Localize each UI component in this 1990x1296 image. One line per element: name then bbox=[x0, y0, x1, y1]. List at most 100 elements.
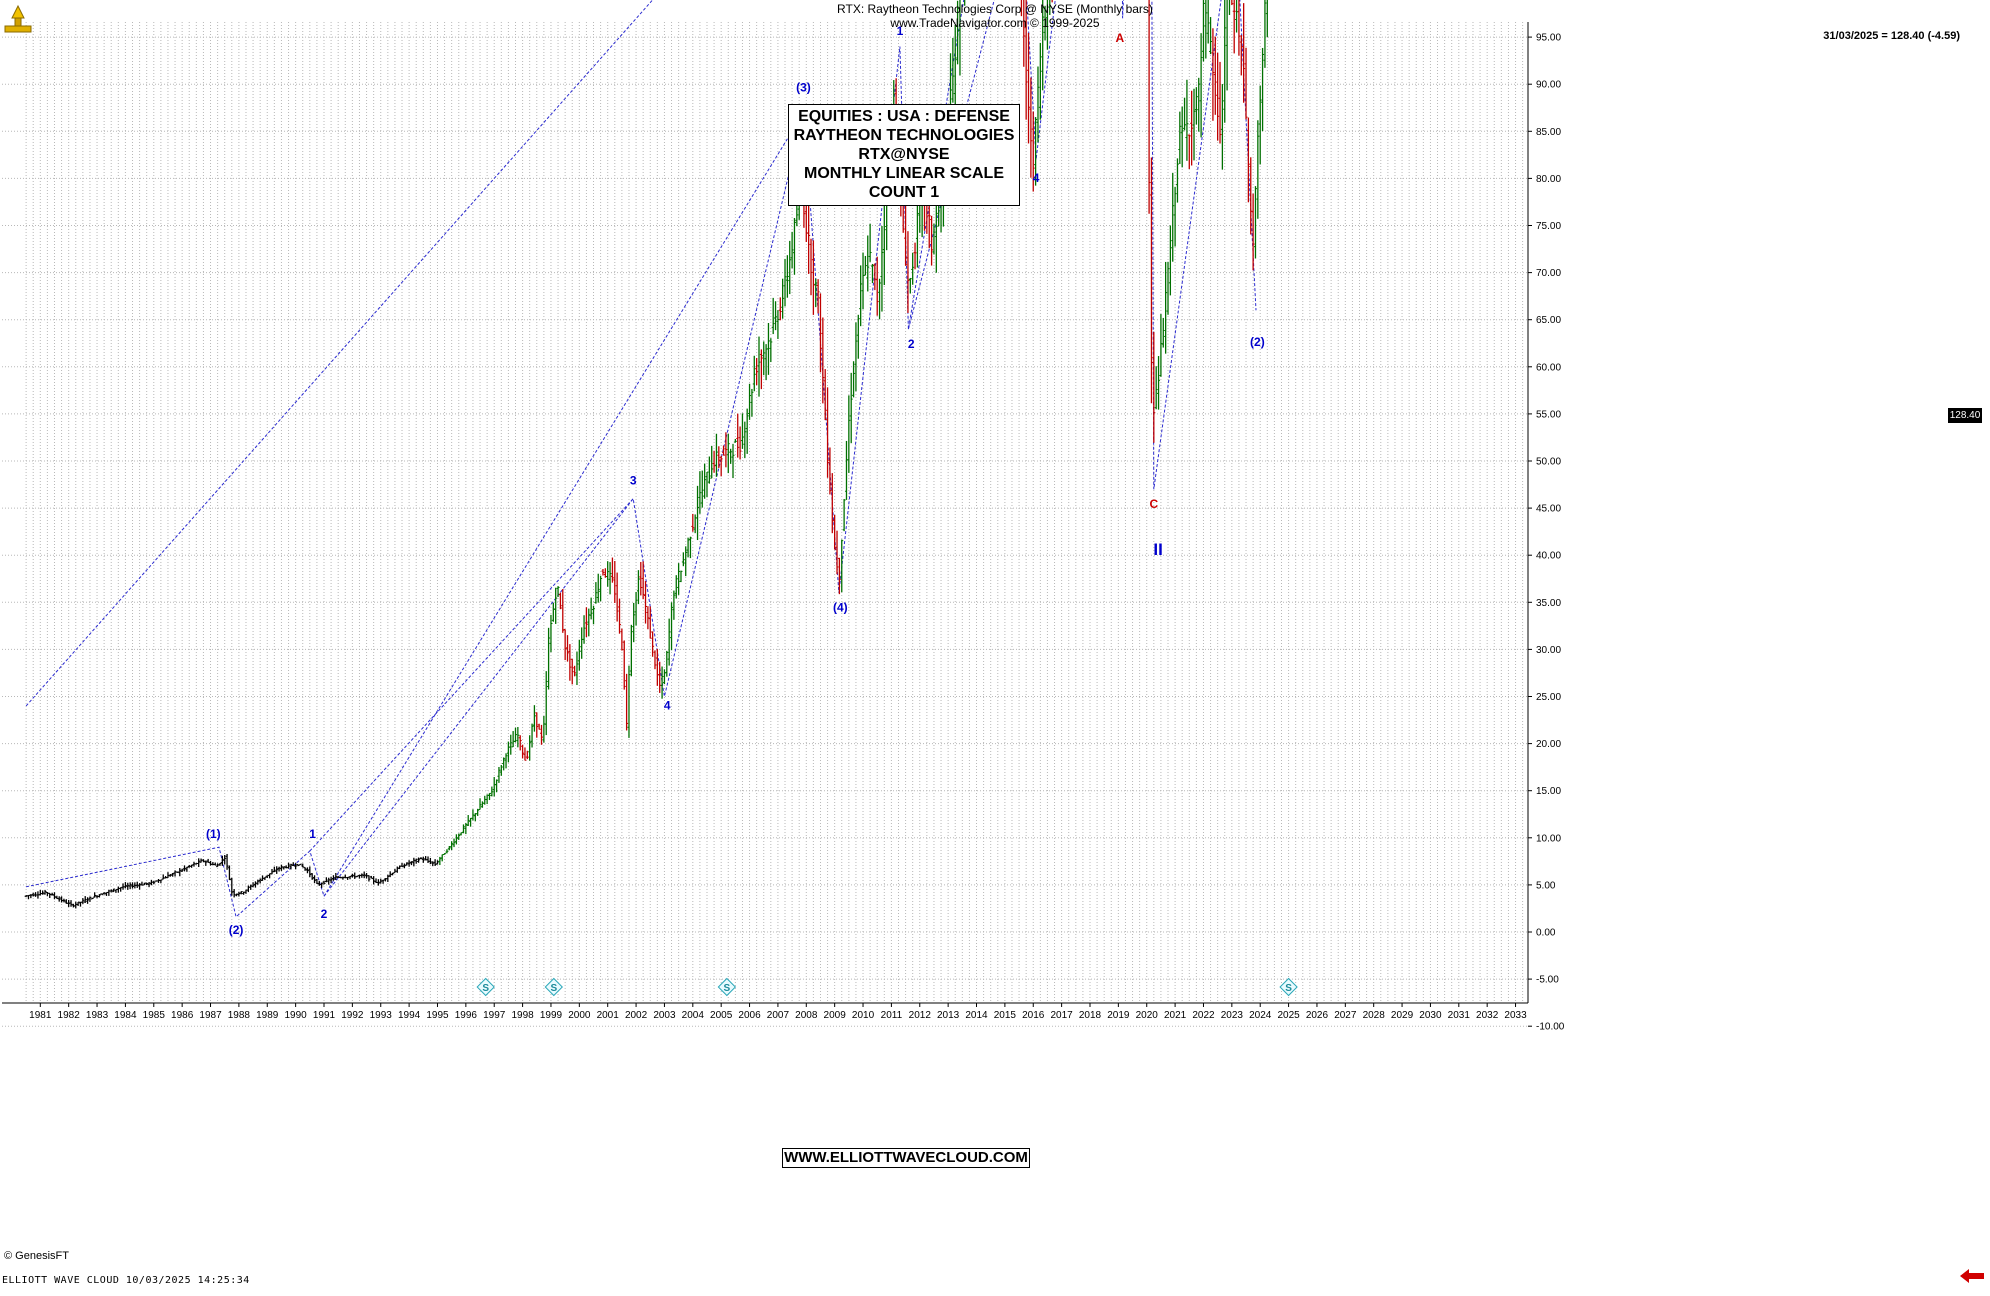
x-tick-label: 2018 bbox=[1079, 1010, 1102, 1021]
info-line-ticker: RTX@NYSE bbox=[858, 146, 950, 163]
x-tick-label: 2033 bbox=[1504, 1010, 1527, 1021]
wave-count-lines bbox=[25, 0, 1257, 918]
x-tick-label: 2031 bbox=[1448, 1010, 1471, 1021]
x-tick-label: 2019 bbox=[1107, 1010, 1130, 1021]
info-line-scale: MONTHLY LINEAR SCALE bbox=[803, 165, 1004, 182]
x-tick-label: 2011 bbox=[881, 1010, 903, 1021]
info-line-company: RAYTHEON TECHNOLOGIES bbox=[793, 127, 1015, 144]
footer-status: ELLIOTT WAVE CLOUD 10/03/2025 14:25:34 bbox=[2, 1275, 250, 1286]
last-quote-readout: 31/03/2025 = 128.40 (-4.59) bbox=[1823, 30, 1960, 42]
event-marker-label: S bbox=[550, 983, 557, 994]
event-marker-diamond bbox=[476, 977, 495, 997]
y-tick-label: 10.00 bbox=[1536, 833, 1561, 844]
y-tick-label: 60.00 bbox=[1536, 362, 1561, 373]
y-tick-label: 20.00 bbox=[1536, 739, 1561, 750]
wave-label: 2 bbox=[908, 337, 915, 351]
y-tick-label: 95.00 bbox=[1536, 33, 1561, 44]
x-tick-label: 2016 bbox=[1022, 1010, 1045, 1021]
x-tick-label: 1999 bbox=[540, 1010, 563, 1021]
x-tick-label: 2028 bbox=[1363, 1010, 1386, 1021]
last-price-tag: 128.40 bbox=[1948, 408, 1982, 423]
x-tick-label: 2026 bbox=[1306, 1010, 1329, 1021]
x-tick-label: 2009 bbox=[824, 1010, 847, 1021]
wave-label: 4 bbox=[1033, 171, 1040, 185]
wave-label: (2) bbox=[229, 923, 244, 937]
event-marker-diamond bbox=[1279, 977, 1298, 997]
x-tick-label: 2000 bbox=[568, 1010, 591, 1021]
scroll-end-arrow-icon[interactable] bbox=[1958, 1267, 1986, 1285]
x-tick-label: 2012 bbox=[909, 1010, 932, 1021]
wave-label: 2 bbox=[321, 907, 328, 921]
y-tick-label: -10.00 bbox=[1536, 1022, 1565, 1033]
x-tick-label: 2006 bbox=[738, 1010, 761, 1021]
x-tick-label: 2027 bbox=[1334, 1010, 1357, 1021]
x-tick-label: 1996 bbox=[455, 1010, 478, 1021]
x-tick-label: 2014 bbox=[965, 1010, 988, 1021]
wave-count-line bbox=[309, 498, 634, 852]
wave-label: 3 bbox=[630, 474, 637, 488]
x-tick-label: 2004 bbox=[682, 1010, 705, 1021]
y-tick-label: 85.00 bbox=[1536, 127, 1561, 138]
y-tick-label: 30.00 bbox=[1536, 645, 1561, 656]
event-marker-label: S bbox=[724, 983, 731, 994]
y-tick-label: 90.00 bbox=[1536, 80, 1561, 91]
x-tick-label: 2024 bbox=[1249, 1010, 1272, 1021]
x-tick-label: 1986 bbox=[171, 1010, 194, 1021]
x-tick-label: 2029 bbox=[1391, 1010, 1414, 1021]
wave-label: 4 bbox=[664, 699, 671, 713]
x-tick-label: 1988 bbox=[228, 1010, 251, 1021]
wave-count-line bbox=[25, 0, 1257, 918]
x-tick-label: 1994 bbox=[398, 1010, 421, 1021]
wave-label: (1) bbox=[206, 827, 221, 841]
y-tick-label: 25.00 bbox=[1536, 692, 1561, 703]
x-tick-label: 2025 bbox=[1277, 1010, 1300, 1021]
x-tick-label: 1995 bbox=[426, 1010, 449, 1021]
x-tick-label: 1993 bbox=[370, 1010, 393, 1021]
x-tick-label: 1984 bbox=[114, 1010, 137, 1021]
x-tick-label: 2022 bbox=[1192, 1010, 1215, 1021]
x-tick-label: 2002 bbox=[625, 1010, 648, 1021]
info-line-sector: EQUITIES : USA : DEFENSE bbox=[798, 108, 1010, 125]
x-tick-label: 1983 bbox=[86, 1010, 109, 1021]
y-tick-label: 70.00 bbox=[1536, 268, 1561, 279]
y-tick-label: 55.00 bbox=[1536, 409, 1561, 420]
y-tick-label: 65.00 bbox=[1536, 315, 1561, 326]
x-tick-label: 1985 bbox=[143, 1010, 166, 1021]
chart-header-title: RTX: Raytheon Technologies Corp @ NYSE (… bbox=[837, 2, 1153, 16]
wave-label: 1 bbox=[897, 24, 904, 38]
info-line-count: COUNT 1 bbox=[868, 184, 940, 201]
x-tick-label: 1990 bbox=[285, 1010, 308, 1021]
x-tick-label: 2023 bbox=[1221, 1010, 1244, 1021]
x-tick-label: 2007 bbox=[767, 1010, 790, 1021]
event-marker-label: S bbox=[482, 983, 489, 994]
x-tick-label: 1987 bbox=[199, 1010, 222, 1021]
x-tick-label: 1992 bbox=[341, 1010, 364, 1021]
x-tick-label: 2005 bbox=[710, 1010, 733, 1021]
x-tick-label: 1982 bbox=[58, 1010, 81, 1021]
wave-label: II bbox=[1153, 540, 1162, 559]
y-tick-label: 40.00 bbox=[1536, 551, 1561, 562]
y-tick-label: 0.00 bbox=[1536, 928, 1556, 939]
y-tick-label: 35.00 bbox=[1536, 598, 1561, 609]
y-tick-label: 15.00 bbox=[1536, 786, 1561, 797]
event-marker-label: S bbox=[1285, 983, 1292, 994]
x-tick-label: 2020 bbox=[1136, 1010, 1159, 1021]
chart-info-box: EQUITIES : USA : DEFENSE RAYTHEON TECHNO… bbox=[788, 104, 1020, 206]
wave-label: (3) bbox=[796, 81, 811, 95]
wave-label: (4) bbox=[833, 601, 848, 615]
x-tick-label: 1989 bbox=[256, 1010, 279, 1021]
x-tick-label: 1981 bbox=[29, 1010, 52, 1021]
y-tick-label: 50.00 bbox=[1536, 457, 1561, 468]
wave-count-line bbox=[323, 112, 804, 897]
y-tick-label: 45.00 bbox=[1536, 504, 1561, 515]
wave-label: C bbox=[1149, 497, 1158, 511]
event-marker-diamond bbox=[544, 977, 563, 997]
x-tick-label: 2003 bbox=[653, 1010, 676, 1021]
x-tick-label: 2010 bbox=[852, 1010, 875, 1021]
trade-navigator-logo-icon[interactable] bbox=[4, 4, 32, 34]
wave-label: A bbox=[1115, 31, 1124, 45]
y-tick-label: 75.00 bbox=[1536, 221, 1561, 232]
x-tick-label: 2015 bbox=[994, 1010, 1017, 1021]
